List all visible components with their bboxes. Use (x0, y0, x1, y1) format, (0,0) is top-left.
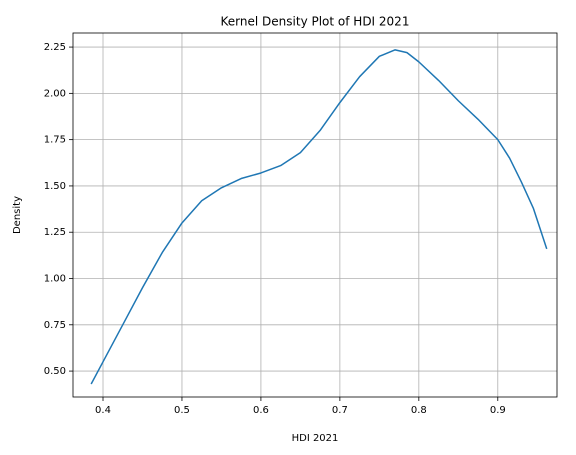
x-tick-label: 0.9 (490, 405, 506, 416)
y-tick-label: 1.00 (44, 274, 66, 285)
density-line (90, 49, 548, 385)
x-tick-label: 0.6 (253, 405, 269, 416)
y-axis-label: Density (12, 196, 23, 234)
x-tick-label: 0.8 (411, 405, 427, 416)
y-tick-label: 1.25 (44, 227, 66, 238)
y-tick-label: 1.75 (44, 135, 66, 146)
chart-title: Kernel Density Plot of HDI 2021 (221, 15, 410, 29)
x-tick-label: 0.5 (174, 405, 190, 416)
y-tick-label: 1.50 (44, 181, 66, 192)
y-tick-label: 0.50 (44, 366, 66, 377)
y-tick-label: 0.75 (44, 320, 66, 331)
x-tick-label: 0.7 (332, 405, 348, 416)
plot-frame (72, 32, 558, 398)
x-tick-label: 0.4 (95, 405, 111, 416)
y-tick-label: 2.25 (44, 42, 66, 53)
y-tick-label: 2.00 (44, 88, 66, 99)
x-axis-label: HDI 2021 (292, 433, 339, 444)
